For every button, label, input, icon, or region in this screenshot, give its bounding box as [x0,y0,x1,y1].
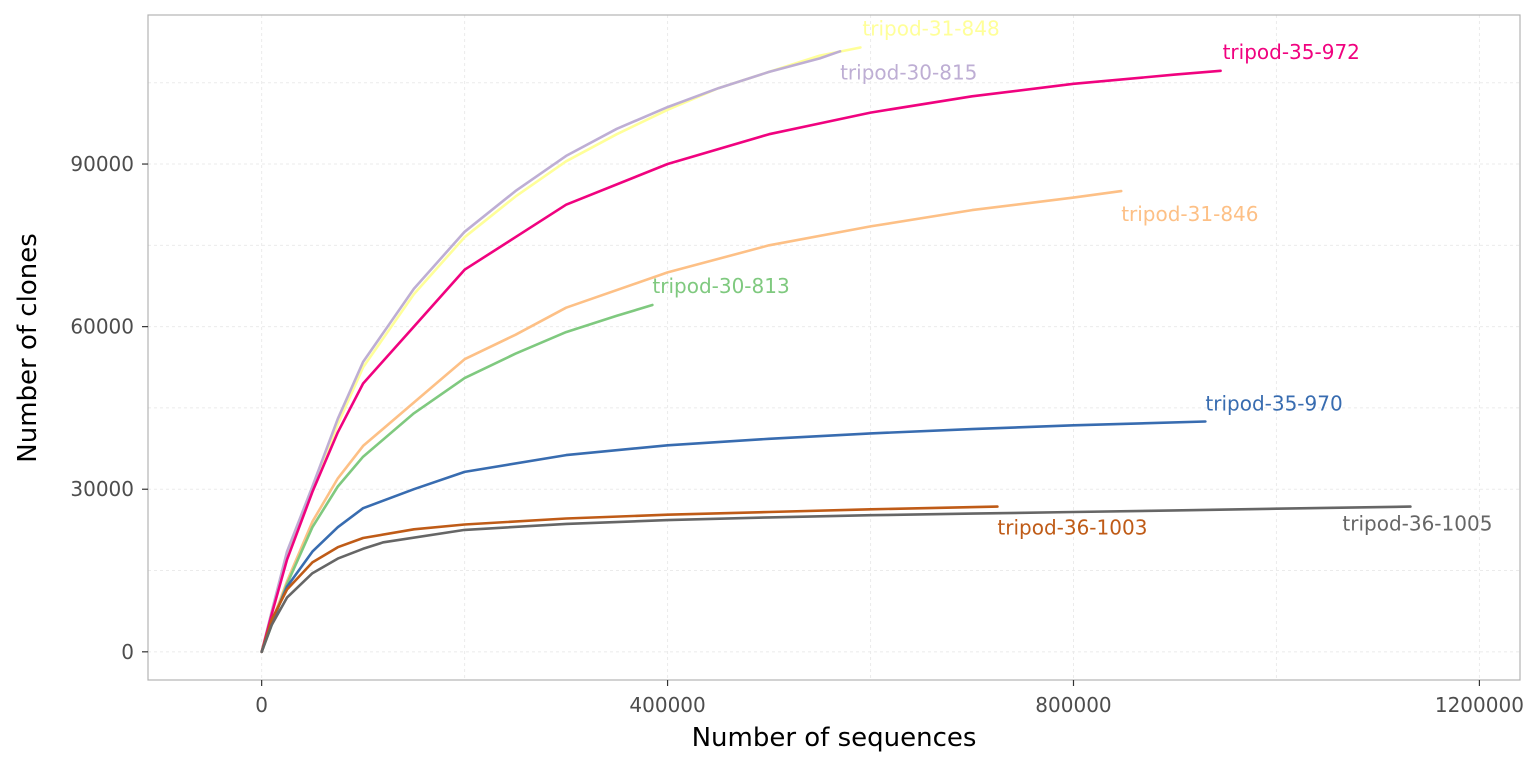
y-axis-ticks: 0 30000 60000 90000 [70,152,148,664]
x-tick-label: 800000 [1035,693,1111,717]
series-label-tripod-36-1003: tripod-36-1003 [997,516,1147,540]
y-tick-label: 90000 [70,152,134,176]
series-label-tripod-30-815: tripod-30-815 [840,60,977,84]
series-label-tripod-36-1005: tripod-36-1005 [1342,512,1492,536]
x-tick-label: 0 [255,693,268,717]
series-line-tripod-31-846 [260,189,1123,654]
series-labels: tripod-31-848 tripod-30-815 tripod-35-972 t… [652,17,1492,540]
series-label-tripod-31-846: tripod-31-846 [1121,202,1258,226]
x-axis-ticks: 0 400000 800000 1200000 [255,680,1524,717]
series-layer [260,46,1412,654]
y-axis-title: Number of clones [13,233,43,462]
series-line-tripod-35-970 [260,420,1207,654]
series-line-tripod-36-1003 [260,505,999,654]
series-label-tripod-35-970: tripod-35-970 [1205,392,1342,416]
series-label-tripod-35-972: tripod-35-972 [1223,40,1360,64]
x-tick-label: 1200000 [1435,693,1524,717]
y-tick-label: 60000 [70,315,134,339]
x-axis-title: Number of sequences [692,723,977,753]
y-tick-label: 0 [121,640,134,664]
series-line-tripod-36-1005 [260,505,1412,654]
series-line-tripod-30-815 [260,50,842,654]
y-tick-label: 30000 [70,477,134,501]
x-tick-label: 400000 [629,693,705,717]
series-label-tripod-31-848: tripod-31-848 [862,17,999,41]
series-line-tripod-35-972 [260,69,1222,654]
series-label-tripod-30-813: tripod-30-813 [652,274,789,298]
grid [148,15,1520,680]
panel-border [147,14,1521,681]
